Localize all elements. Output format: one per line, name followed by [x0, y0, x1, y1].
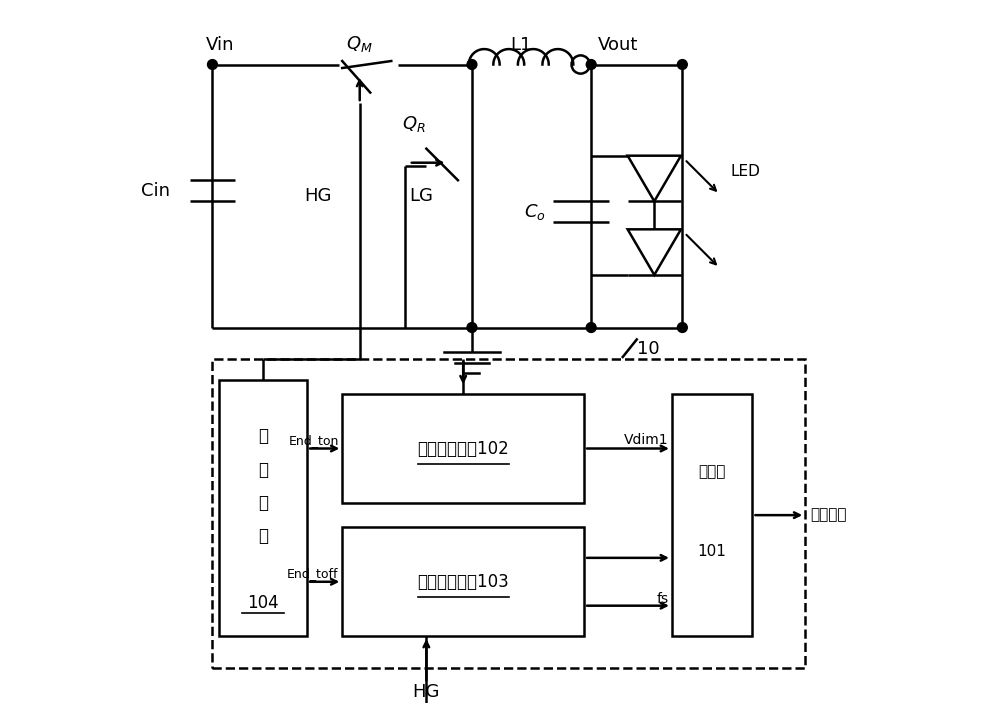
Circle shape — [677, 60, 687, 69]
Text: End_toff: End_toff — [287, 567, 339, 580]
Bar — [219, 380, 307, 636]
Text: 动: 动 — [258, 461, 268, 479]
Text: 路: 路 — [258, 527, 268, 545]
Text: LED: LED — [730, 164, 760, 179]
Text: Cin: Cin — [141, 182, 170, 200]
Bar — [342, 394, 584, 503]
Text: Vdim1: Vdim1 — [624, 433, 668, 447]
Text: 第二控制电路103: 第二控制电路103 — [417, 572, 509, 591]
Text: HG: HG — [304, 187, 331, 205]
Bar — [342, 527, 584, 636]
Bar — [212, 359, 805, 668]
Circle shape — [467, 323, 477, 333]
Text: Vin: Vin — [205, 36, 234, 54]
Text: Vout: Vout — [598, 36, 639, 54]
Circle shape — [208, 60, 217, 69]
Text: 电: 电 — [258, 494, 268, 512]
Text: LG: LG — [409, 187, 433, 205]
Text: 调光信号: 调光信号 — [811, 508, 847, 522]
Text: fs: fs — [656, 591, 668, 606]
Text: 101: 101 — [698, 544, 727, 559]
Text: 104: 104 — [247, 594, 279, 612]
Text: $Q_R$: $Q_R$ — [402, 114, 426, 134]
Text: HG: HG — [413, 683, 440, 701]
Circle shape — [467, 60, 477, 69]
Text: 第一控制电路102: 第一控制电路102 — [417, 439, 509, 458]
Text: 驱: 驱 — [258, 427, 268, 446]
Text: 10: 10 — [637, 340, 659, 357]
Circle shape — [586, 60, 596, 69]
Circle shape — [677, 323, 687, 333]
Text: $Q_M$: $Q_M$ — [346, 34, 373, 54]
Text: L1: L1 — [510, 36, 532, 54]
Text: End_ton: End_ton — [288, 434, 339, 446]
Bar — [672, 394, 752, 636]
Text: $C_o$: $C_o$ — [524, 202, 546, 222]
Text: 调光器: 调光器 — [698, 464, 726, 479]
Circle shape — [586, 323, 596, 333]
